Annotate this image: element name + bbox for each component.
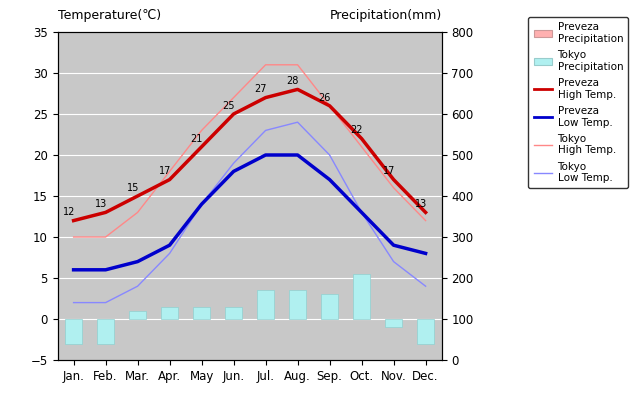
Bar [193,307,211,319]
Text: Precipitation(mm): Precipitation(mm) [330,9,442,22]
Bar [97,319,115,344]
Text: 13: 13 [95,199,107,209]
Text: 17: 17 [159,166,171,176]
Text: Temperature(℃): Temperature(℃) [58,9,161,22]
Bar [257,290,275,319]
Text: 21: 21 [191,134,203,144]
Bar [65,319,83,344]
Bar [225,307,243,319]
Bar [289,290,307,319]
Text: 28: 28 [287,76,299,86]
Text: 17: 17 [383,166,395,176]
Legend: Preveza
Precipitation, Tokyo
Precipitation, Preveza
High Temp., Preveza
Low Temp: Preveza Precipitation, Tokyo Precipitati… [529,17,628,188]
Bar [161,307,179,319]
Bar [385,319,403,327]
Text: 27: 27 [255,84,267,94]
Text: 25: 25 [223,101,235,111]
Bar [321,294,339,319]
Bar [417,319,435,344]
Text: 15: 15 [127,183,139,193]
Text: 13: 13 [415,199,427,209]
Text: 12: 12 [63,207,75,217]
Text: 26: 26 [319,92,331,102]
Text: 22: 22 [351,125,363,135]
Bar [129,311,147,319]
Bar [353,274,371,319]
